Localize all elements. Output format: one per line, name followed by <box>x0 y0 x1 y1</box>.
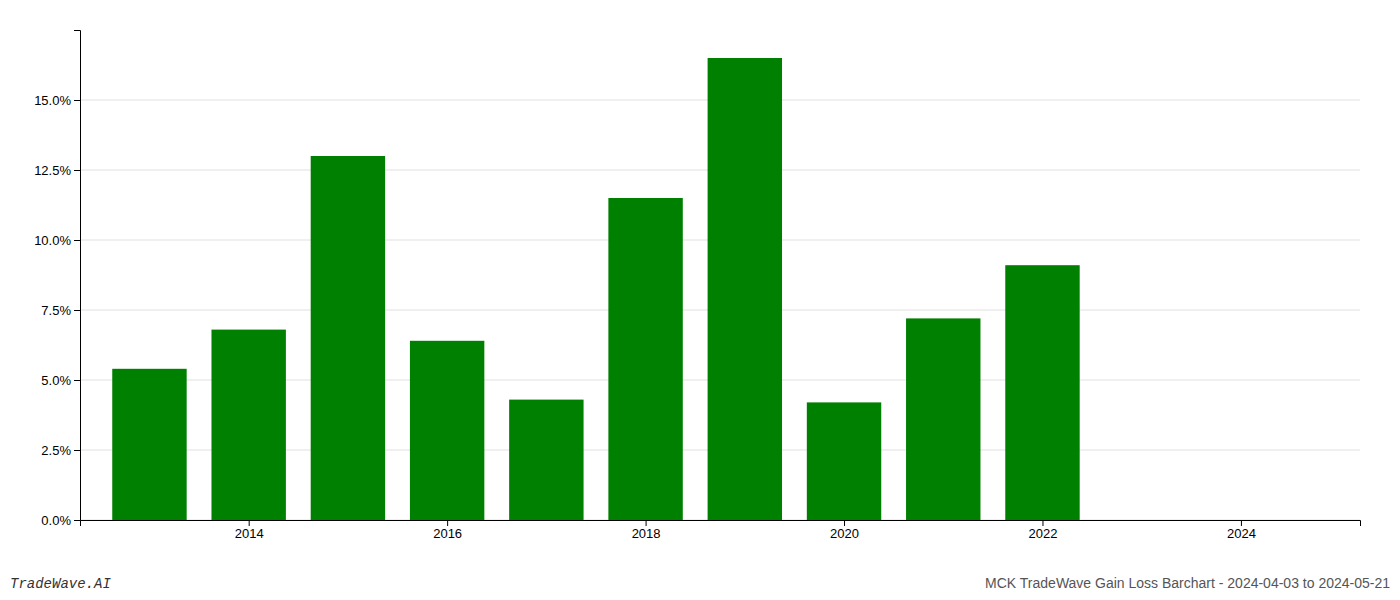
x-tick-label: 2024 <box>1227 526 1256 541</box>
y-tick-label: 7.5% <box>41 303 71 318</box>
y-tick-mark <box>74 100 80 101</box>
plot-area: 2014 2016 2018 2020 2022 2024 0.0% 2.5% 5.0% 7.5%… <box>34 31 1360 542</box>
y-tick-label: 5.0% <box>41 373 71 388</box>
x-tick-label: 2022 <box>1029 526 1058 541</box>
y-tick: 5.0% <box>41 373 80 388</box>
y-tick-label: 2.5% <box>41 443 71 458</box>
y-tick-label: 12.5% <box>34 163 71 178</box>
y-axis: 0.0% 2.5% 5.0% 7.5% 10.0% 12.5% 15.0% <box>34 31 80 528</box>
y-tick-label: 10.0% <box>34 233 71 248</box>
chart-svg: 2014 2016 2018 2020 2022 2024 0.0% 2.5% 5.0% 7.5%… <box>0 0 1400 600</box>
x-tick-mark <box>1241 520 1242 526</box>
x-tick-mark <box>447 520 448 526</box>
bar <box>211 330 285 520</box>
x-tick: 2020 <box>830 520 859 541</box>
footer-left: TradeWave.AI <box>10 576 111 592</box>
y-tick: 0.0% <box>41 513 80 528</box>
y-tick-label: 15.0% <box>34 93 71 108</box>
footer-right: MCK TradeWave Gain Loss Barchart - 2024-… <box>985 575 1390 591</box>
bar <box>906 318 980 520</box>
x-tick: 2022 <box>1029 520 1058 541</box>
x-tick-label: 2016 <box>433 526 462 541</box>
y-tick-mark <box>74 520 80 521</box>
y-tick: 12.5% <box>34 163 80 178</box>
bar <box>1005 265 1079 520</box>
x-tick: 2018 <box>632 520 661 541</box>
bar <box>112 369 186 520</box>
x-tick-mark <box>844 520 845 526</box>
y-tick: 10.0% <box>34 233 80 248</box>
bar <box>807 402 881 520</box>
y-tick-mark <box>74 240 80 241</box>
x-tick: 2024 <box>1227 520 1256 541</box>
x-tick: 2016 <box>433 520 462 541</box>
bar <box>509 400 583 520</box>
x-tick-label: 2014 <box>235 526 264 541</box>
x-tick-mark <box>249 520 250 526</box>
chart-container: 2014 2016 2018 2020 2022 2024 0.0% 2.5% 5.0% 7.5%… <box>0 0 1400 600</box>
bar <box>708 58 782 520</box>
y-tick-mark <box>74 380 80 381</box>
bar <box>410 341 484 520</box>
x-tick-label: 2020 <box>830 526 859 541</box>
bars <box>112 58 1079 520</box>
y-tick-mark <box>74 450 80 451</box>
bar <box>608 198 682 520</box>
y-axis-line <box>74 31 81 521</box>
x-axis-line <box>81 521 1361 527</box>
x-tick-mark <box>1042 520 1043 526</box>
y-tick-mark <box>74 310 80 311</box>
bar <box>311 156 385 520</box>
x-tick-label: 2018 <box>632 526 661 541</box>
x-tick: 2014 <box>235 520 264 541</box>
x-axis: 2014 2016 2018 2020 2022 2024 <box>81 520 1361 541</box>
x-tick-mark <box>646 520 647 526</box>
y-tick-label: 0.0% <box>41 513 71 528</box>
y-tick: 15.0% <box>34 93 80 108</box>
y-tick: 7.5% <box>41 303 80 318</box>
y-tick-mark <box>74 170 80 171</box>
y-tick: 2.5% <box>41 443 80 458</box>
